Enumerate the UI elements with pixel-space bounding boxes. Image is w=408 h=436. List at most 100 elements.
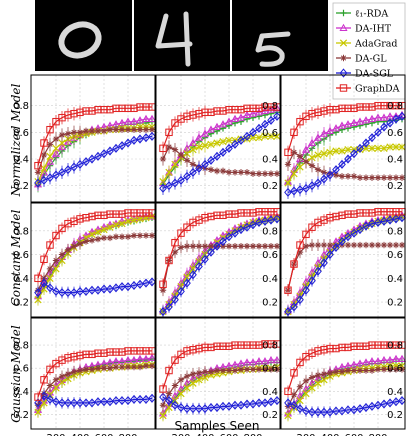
data-point [171,160,179,168]
panel-frame [155,317,281,430]
data-point [290,149,298,156]
data-point [100,365,108,372]
data-point [130,363,138,371]
series-line [287,217,403,313]
data-point [165,128,173,137]
data-point [219,138,227,146]
data-point [58,398,66,408]
series-graphda [159,103,281,155]
data-point [177,390,185,398]
data-point [213,402,221,413]
series-line [37,135,153,184]
data-point [392,143,400,151]
data-point [46,274,54,282]
data-point [40,391,48,401]
y-tick-label: 0.2 [13,298,29,309]
legend: ℓ₁-RDA DA-IHT AdaGrad DA-GL DA-SGL GraphDA [332,2,406,100]
data-point [290,186,298,196]
data-point [111,357,121,365]
data-point [344,146,352,154]
data-point [70,162,78,172]
data-point [52,117,60,126]
y-tick-label: 0.4 [13,155,29,166]
data-point [141,354,151,363]
data-point [261,170,269,177]
data-point [374,400,382,410]
data-point [386,215,394,225]
data-point [392,114,400,124]
legend-label-da-sgl: DA-SGL [355,69,394,80]
data-point [112,126,120,133]
data-point [314,151,322,159]
data-point [207,155,215,165]
data-point [112,233,120,240]
data-point [392,397,400,407]
panel-r1-c1: 0.2 0.4 0.6 0.8 [155,202,282,318]
data-point [380,122,388,132]
data-point [314,241,322,249]
data-point [267,397,275,407]
data-point [148,131,156,141]
data-point [106,284,114,294]
data-point [105,358,115,366]
data-point [320,150,328,158]
data-point [314,407,322,417]
y-tick-label: 0.6 [262,128,278,139]
data-point [337,121,347,129]
data-point [231,400,239,410]
data-point [106,126,114,133]
data-point [213,367,221,374]
data-point [273,366,281,373]
data-point [219,147,227,157]
panel-r1-c0: 0.2 0.4 0.6 0.8 [13,202,157,318]
data-point [207,368,215,375]
data-point [40,164,48,172]
data-point [159,144,167,153]
data-point [308,276,316,286]
series-da-sgl [159,391,281,415]
data-point [64,165,72,175]
data-point [118,233,126,240]
data-point [255,217,263,228]
data-point [165,390,173,397]
data-point [177,376,185,383]
legend-marker-l1-rda [340,9,347,17]
data-point [231,228,239,238]
data-point [100,127,108,135]
series-da-gl [34,362,156,411]
data-point [231,243,239,250]
data-point [272,355,282,364]
data-point [267,132,275,140]
data-point [118,363,126,371]
data-point [183,223,191,231]
data-point [362,174,370,181]
data-point [290,128,298,137]
data-point [165,403,173,412]
data-point [147,114,157,123]
x-tick-label: 200 [171,433,190,436]
data-point [124,233,132,240]
x-tick-label: 600 [94,433,113,436]
data-point [350,241,358,249]
x-tick-label: 200 [296,433,315,436]
data-point [350,405,358,415]
data-point [362,221,370,231]
data-point [195,261,203,272]
y-tick-label: 0.8 [262,226,278,237]
data-point [165,366,173,375]
data-point [88,366,96,373]
data-point [124,126,132,133]
series-line [162,217,278,313]
legend-label-l1-rda: ℓ₁-RDA [355,9,388,20]
data-point [171,356,179,364]
data-point [380,241,388,249]
data-point [267,170,275,177]
data-point [237,243,245,250]
data-point [106,234,114,242]
data-point [183,157,191,164]
data-point [255,398,263,408]
series-line [162,218,278,313]
data-point [290,391,298,398]
data-point [94,151,102,161]
data-point [267,243,275,250]
